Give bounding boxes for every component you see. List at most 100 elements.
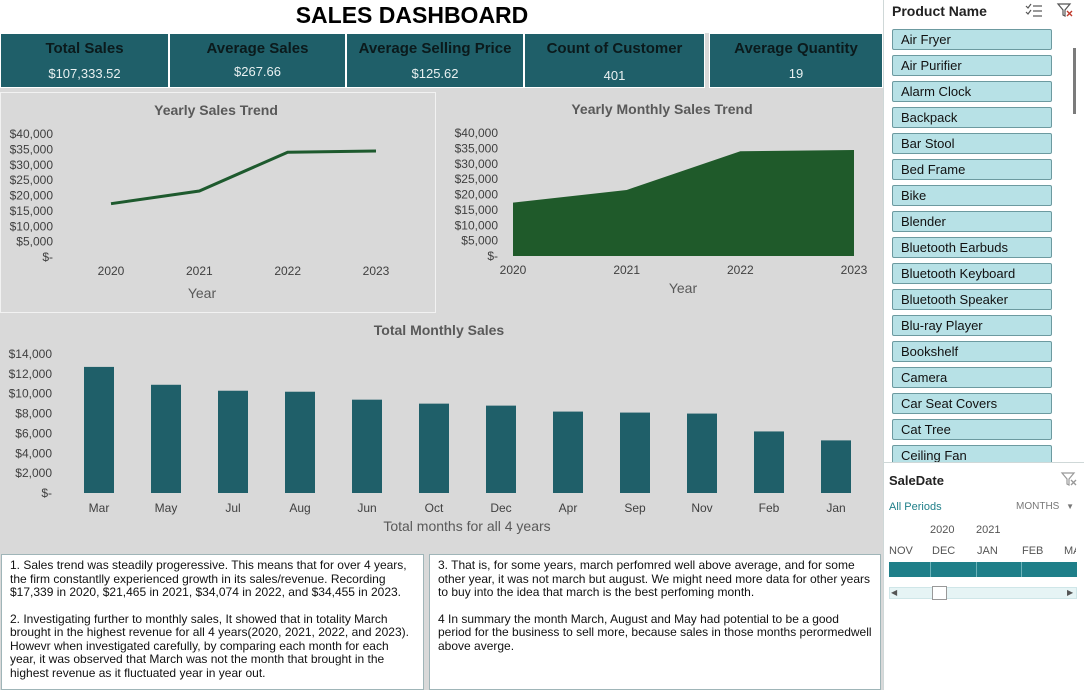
kpi-average-selling-price[interactable]: Average Selling Price $125.62 [346, 33, 524, 88]
y-tick-label: $6,000 [15, 426, 52, 440]
slicer-header: Product Name [892, 3, 987, 19]
slicer-item[interactable]: Bike [892, 185, 1052, 206]
x-axis-title: Year [188, 285, 217, 301]
kpi-count-of-customer[interactable]: Count of Customer 401 [524, 33, 705, 88]
slicer-item[interactable]: Bluetooth Keyboard [892, 263, 1052, 284]
bar [419, 403, 449, 493]
slicer-item-label: Bed Frame [901, 162, 966, 177]
x-tick-label: Jun [357, 501, 376, 515]
bar [352, 399, 382, 493]
yearly-monthly-chart-panel[interactable]: Yearly Monthly Sales Trend $40,000 $35,000… [437, 92, 883, 313]
kpi-average-sales[interactable]: Average Sales $267.66 [169, 33, 346, 88]
monthly-sales-bar-chart: Total Monthly Sales $14,000 $12,000 $10,000… [9, 322, 851, 534]
y-tick-label: $20,000 [10, 189, 54, 203]
slicer-item[interactable]: Blu-ray Player [892, 315, 1052, 336]
y-tick-label: $30,000 [10, 158, 54, 172]
bar [218, 390, 248, 493]
slicer-item-label: Bluetooth Earbuds [901, 240, 1008, 255]
kpi-total-sales[interactable]: Total Sales $107,333.52 [0, 33, 169, 88]
y-tick-label: $10,000 [9, 387, 53, 401]
y-tick-label: $25,000 [10, 173, 54, 187]
clear-filter-icon[interactable] [1060, 471, 1078, 487]
time-level-dropdown[interactable]: MONTHS ▼ [1016, 501, 1074, 512]
all-periods-label[interactable]: All Periods [889, 501, 942, 513]
insight-paragraph: 1. Sales trend was steadily progeressive… [10, 558, 407, 599]
slicer-item[interactable]: Backpack [892, 107, 1052, 128]
y-tick-label: $- [41, 486, 52, 500]
y-tick-label: $35,000 [10, 142, 54, 156]
x-tick-label: Sep [624, 501, 646, 515]
slicer-item[interactable]: Blender [892, 211, 1052, 232]
slicer-item-label: Cat Tree [901, 422, 951, 437]
timeline-divider [1021, 562, 1022, 577]
slicer-scroll-thumb[interactable] [1073, 48, 1076, 114]
slicer-item[interactable]: Air Purifier [892, 55, 1052, 76]
bar [687, 413, 717, 493]
line-series [110, 149, 377, 206]
insight-textbox-left[interactable]: 1. Sales trend was steadily progeressive… [1, 554, 424, 690]
y-tick-label: $40,000 [455, 126, 499, 140]
x-tick-label: Nov [691, 501, 712, 515]
x-axis-title: Year [669, 280, 698, 296]
timeline-scroll-thumb[interactable] [932, 586, 947, 600]
y-tick-label: $5,000 [16, 235, 53, 249]
slicer-item[interactable]: Bookshelf [892, 341, 1052, 362]
product-name-slicer[interactable]: Product Name Air Fryer Air Purifier Alarm … [883, 0, 1084, 462]
kpi-value: $267.66 [234, 64, 281, 79]
y-tick-label: $20,000 [455, 188, 499, 202]
clear-filter-icon[interactable] [1056, 2, 1074, 18]
kpi-average-quantity[interactable]: Average Quantity 19 [709, 33, 883, 88]
timeline-month: JAN [977, 545, 998, 557]
slicer-item[interactable]: Bluetooth Earbuds [892, 237, 1052, 258]
kpi-label: Average Quantity [734, 40, 858, 57]
scroll-right-icon[interactable]: ▶ [1067, 588, 1074, 597]
slicer-item[interactable]: Bed Frame [892, 159, 1052, 180]
slicer-item[interactable]: Alarm Clock [892, 81, 1052, 102]
scroll-left-icon[interactable]: ◀ [891, 588, 898, 597]
slicer-item-label: Bluetooth Keyboard [901, 266, 1016, 281]
x-tick-label: May [155, 501, 178, 515]
kpi-value: 401 [603, 68, 626, 83]
multi-select-icon[interactable] [1024, 2, 1044, 18]
kpi-value: $125.62 [411, 66, 459, 81]
y-tick-label: $- [487, 249, 498, 263]
kpi-value: 19 [788, 66, 804, 81]
slicer-item[interactable]: Air Fryer [892, 29, 1052, 50]
chart-title: Yearly Monthly Sales Trend [571, 101, 752, 117]
slicer-item-label: Air Fryer [901, 32, 951, 47]
slicer-item[interactable]: Ceiling Fan [892, 445, 1052, 462]
slicer-item[interactable]: Bluetooth Speaker [892, 289, 1052, 310]
x-tick-label: Mar [89, 501, 110, 515]
y-tick-label: $- [42, 250, 53, 264]
area-series [513, 150, 854, 256]
timeline-scrollbar[interactable] [889, 587, 1077, 599]
y-tick-label: $10,000 [455, 218, 499, 232]
slicer-item[interactable]: Camera [892, 367, 1052, 388]
y-tick-label: $35,000 [455, 141, 499, 155]
y-tick-label: $4,000 [15, 446, 52, 460]
slicer-item[interactable]: Car Seat Covers [892, 393, 1052, 414]
y-tick-label: $10,000 [10, 219, 54, 233]
y-tick-label: $25,000 [455, 172, 499, 186]
yearly-sales-line-chart: Yearly Sales Trend$40,000$35,000$30,000$… [10, 102, 390, 301]
monthly-sales-chart-panel[interactable]: Total Monthly Sales $14,000 $12,000 $10,000… [0, 316, 883, 548]
x-tick-label: Jan [826, 501, 845, 515]
slicer-item[interactable]: Bar Stool [892, 133, 1052, 154]
bar [84, 366, 114, 493]
y-tick-label: $12,000 [9, 367, 53, 381]
x-tick-label: 2021 [186, 264, 213, 278]
kpi-label: Average Selling Price [358, 40, 512, 57]
slicer-item-label: Backpack [901, 110, 958, 125]
yearly-monthly-area-chart: Yearly Monthly Sales Trend $40,000$35,000… [455, 101, 868, 296]
title-bar [0, 0, 884, 33]
timeline-selection-bar[interactable] [889, 562, 1077, 577]
x-tick-label: 2020 [500, 263, 527, 277]
yearly-sales-chart-panel[interactable]: Yearly Sales Trend $40,000 $35,000 $30,000 $… [0, 92, 436, 313]
kpi-label: Total Sales [45, 40, 124, 57]
x-tick-label: 2021 [613, 263, 640, 277]
y-tick-label: $40,000 [10, 127, 54, 141]
slicer-item[interactable]: Cat Tree [892, 419, 1052, 440]
insight-textbox-right[interactable]: 3. That is, for some years, march perfom… [429, 554, 881, 690]
timeline-header: SaleDate [889, 473, 944, 488]
sale-date-timeline[interactable]: SaleDate All Periods MONTHS ▼ 2020 2021 … [883, 462, 1084, 690]
